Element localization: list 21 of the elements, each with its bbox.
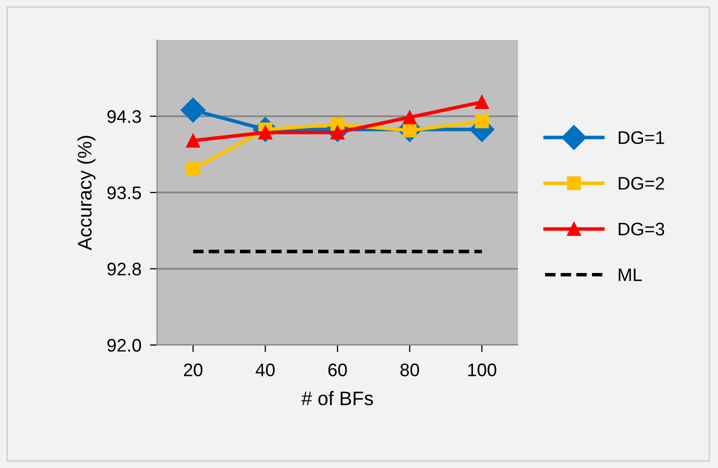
point	[180, 98, 206, 123]
point	[186, 134, 200, 148]
y-axis-title: Accuracy (%)	[77, 136, 96, 250]
x-tick-label: 60	[328, 364, 347, 376]
legend-label: DG=3	[618, 222, 664, 236]
y-tick-label: 92.8	[107, 262, 141, 276]
x-tick-label: 80	[400, 364, 420, 376]
point	[474, 95, 489, 109]
y-tick-label: 94.3	[107, 110, 141, 123]
legend-label: DG=2	[618, 176, 664, 190]
point	[186, 162, 200, 176]
x-tick-label: 20	[184, 364, 202, 376]
point	[402, 110, 417, 124]
y-tick-label: 92.0	[107, 338, 142, 352]
point	[474, 114, 489, 128]
x-axis-title: # of BFs	[301, 391, 373, 406]
legend-label: DG=1	[618, 131, 664, 144]
legend-label: ML	[618, 268, 642, 281]
x-tick-label: 100	[468, 364, 496, 376]
y-tick-label: 93.5	[107, 186, 141, 200]
x-tick-label: 40	[256, 364, 275, 376]
